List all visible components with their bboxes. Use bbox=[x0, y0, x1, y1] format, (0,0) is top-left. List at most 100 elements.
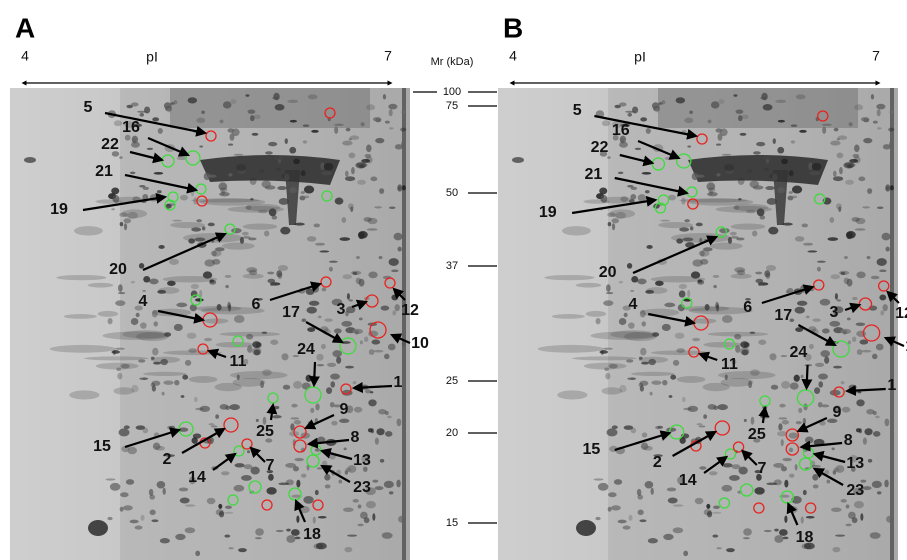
gel-spot bbox=[748, 380, 753, 389]
gel-left-fade bbox=[10, 88, 120, 560]
gel-spot bbox=[737, 177, 745, 185]
gel-spot bbox=[126, 104, 133, 109]
gel-spot bbox=[847, 340, 851, 345]
gel-spot bbox=[722, 463, 733, 468]
gel-spot bbox=[758, 283, 762, 286]
gel-spot bbox=[639, 380, 649, 386]
gel-spot bbox=[138, 263, 145, 269]
arrow bbox=[306, 437, 350, 449]
gel-spot bbox=[861, 349, 872, 353]
gel-spot bbox=[291, 403, 298, 408]
gel-spot bbox=[123, 218, 132, 224]
gel-spot bbox=[350, 270, 362, 275]
gel-spot bbox=[834, 293, 838, 300]
gel-band bbox=[232, 377, 266, 387]
gel-spot bbox=[638, 356, 643, 360]
gel-spot bbox=[388, 491, 394, 495]
gel-spot bbox=[846, 317, 851, 321]
gel-spot bbox=[370, 428, 374, 434]
gel-spot bbox=[619, 141, 628, 148]
gel-spot bbox=[691, 172, 699, 181]
arrow bbox=[844, 385, 886, 397]
gel-spot bbox=[265, 151, 273, 155]
spot-label: 11 bbox=[721, 356, 738, 373]
gel-spot bbox=[175, 533, 186, 541]
gel-spot bbox=[152, 117, 160, 122]
spot-circle bbox=[185, 150, 201, 166]
gel-spot bbox=[345, 310, 349, 317]
spot-label: 3 bbox=[830, 304, 839, 321]
gel-spot bbox=[866, 408, 875, 415]
arrow bbox=[212, 452, 237, 471]
arrow bbox=[294, 498, 307, 523]
gel-spot bbox=[676, 238, 683, 244]
gel-spot bbox=[105, 478, 116, 481]
gel-spot bbox=[687, 405, 699, 412]
gel-spot bbox=[289, 146, 297, 154]
spot-circle bbox=[293, 425, 307, 439]
gel-band bbox=[676, 375, 706, 383]
gel-spot bbox=[830, 274, 841, 280]
gel-spot bbox=[302, 124, 310, 128]
gel-spot bbox=[300, 191, 305, 194]
gel-spot bbox=[317, 515, 327, 519]
gel-spot bbox=[352, 499, 359, 503]
gel-spot bbox=[808, 343, 814, 350]
gel-spot bbox=[278, 197, 289, 205]
gel-spot bbox=[843, 256, 848, 260]
spot-label: 22 bbox=[101, 136, 119, 153]
spot-label: 13 bbox=[846, 455, 864, 472]
gel-spot bbox=[724, 374, 728, 381]
spot-circle bbox=[798, 457, 813, 471]
gel-band bbox=[136, 332, 169, 342]
gel-spot bbox=[362, 466, 368, 472]
gel-spot bbox=[305, 288, 315, 295]
gel-spot bbox=[401, 141, 406, 148]
gel-spot bbox=[808, 162, 813, 170]
gel-spot bbox=[842, 330, 847, 335]
gel-spot bbox=[644, 480, 654, 489]
gel-spot bbox=[613, 479, 623, 485]
gel-spot bbox=[885, 184, 891, 192]
gel-spot bbox=[778, 529, 788, 536]
spot-label: 22 bbox=[591, 139, 609, 156]
gel-spot bbox=[150, 382, 155, 388]
gel-spot bbox=[618, 317, 627, 326]
gel-band bbox=[715, 205, 773, 213]
gel-band bbox=[610, 330, 657, 339]
gel-spot bbox=[233, 484, 245, 492]
gel-spot bbox=[142, 289, 146, 292]
gel-spot bbox=[387, 343, 396, 351]
gel-spot bbox=[810, 464, 821, 468]
gel-spot bbox=[336, 469, 342, 475]
gel-spot bbox=[855, 217, 866, 225]
gel-spot bbox=[107, 516, 113, 521]
spot-circle bbox=[723, 338, 736, 350]
gel-spot bbox=[250, 466, 260, 475]
gel-spot bbox=[389, 127, 394, 130]
spot-label: 2 bbox=[653, 454, 662, 471]
gel-spot bbox=[886, 515, 893, 523]
gel-spot bbox=[215, 414, 220, 419]
gel-blob bbox=[512, 157, 524, 163]
gel-spot bbox=[639, 385, 645, 392]
gel-spot bbox=[820, 350, 830, 358]
gel-spot bbox=[225, 284, 229, 289]
gel-spot bbox=[653, 454, 663, 457]
gel-spot bbox=[333, 404, 342, 408]
gel-band bbox=[229, 371, 288, 380]
gel-spot bbox=[753, 438, 761, 443]
gel-spot bbox=[349, 135, 360, 140]
gel-spot bbox=[135, 425, 146, 430]
gel-spot bbox=[173, 323, 183, 332]
arrow bbox=[761, 284, 815, 305]
arrow bbox=[142, 232, 228, 272]
gel-spot bbox=[595, 516, 601, 521]
gel-spot bbox=[739, 132, 747, 136]
gel-spot bbox=[243, 464, 253, 470]
gel-spot bbox=[131, 141, 140, 148]
gel-spot bbox=[238, 548, 247, 553]
spot-circle bbox=[227, 494, 239, 506]
gel-band bbox=[73, 226, 103, 236]
gel-spot bbox=[855, 322, 866, 326]
